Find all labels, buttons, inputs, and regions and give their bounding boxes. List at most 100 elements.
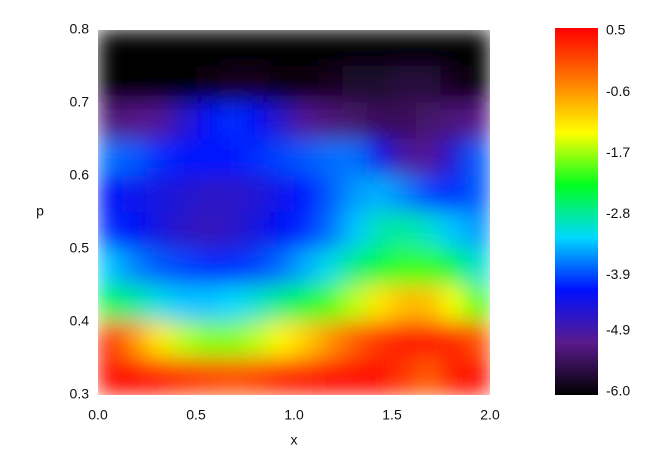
heatmap-cell — [146, 285, 172, 323]
heatmap-cell — [440, 175, 466, 213]
heatmap-cell — [465, 212, 490, 250]
heatmap-cell — [269, 358, 295, 395]
heatmap-cell — [220, 30, 246, 67]
heatmap-cell — [391, 139, 417, 177]
colorbar-tick-label: -2.8 — [606, 205, 630, 221]
heatmap-cell — [171, 358, 197, 395]
heatmap-cell — [367, 321, 393, 359]
heatmap-cell — [195, 66, 221, 104]
heatmap-cell — [244, 175, 270, 213]
heatmap-cell — [342, 321, 368, 359]
x-tick-label: 2.0 — [480, 407, 500, 423]
heatmap-cell — [195, 321, 221, 359]
heatmap-cell — [416, 212, 442, 250]
heatmap-cell — [146, 102, 172, 140]
heatmap-cell — [440, 30, 466, 67]
heatmap-cell — [440, 102, 466, 140]
heatmap-cell — [171, 248, 197, 286]
heatmap-cell — [318, 248, 344, 286]
heatmap-cell — [440, 212, 466, 250]
heatmap-cell — [416, 321, 442, 359]
heatmap-cell — [122, 321, 148, 359]
heatmap-cell — [391, 285, 417, 323]
colorbar-tick-label: -6.0 — [606, 383, 630, 399]
heatmap-cell — [122, 102, 148, 140]
heatmap-cell — [269, 139, 295, 177]
heatmap-cell — [416, 248, 442, 286]
heatmap-cell — [342, 212, 368, 250]
y-tick-label: 0.4 — [70, 313, 90, 329]
heatmap-cell — [195, 285, 221, 323]
heatmap-cell — [342, 66, 368, 104]
heatmap-cell — [318, 139, 344, 177]
colorbar-tick-label: -3.9 — [606, 266, 630, 282]
y-tick-label: 0.3 — [70, 386, 90, 402]
heatmap-cell — [244, 321, 270, 359]
heatmap-cell — [440, 285, 466, 323]
heatmap-cell — [244, 66, 270, 104]
heatmap-cell — [440, 66, 466, 104]
heatmap-cell — [269, 102, 295, 140]
heatmap-cell — [171, 139, 197, 177]
heatmap-cell — [416, 102, 442, 140]
heatmap-cell — [269, 321, 295, 359]
heatmap-cell — [293, 285, 319, 323]
heatmap-cell — [195, 358, 221, 395]
x-tick-label: 1.0 — [284, 407, 304, 423]
heatmap-cell — [269, 248, 295, 286]
y-tick-label: 0.8 — [70, 21, 90, 37]
heatmap-cell — [367, 212, 393, 250]
heatmap-cell — [98, 358, 123, 395]
heatmap-cell — [122, 175, 148, 213]
heatmap-cell — [293, 212, 319, 250]
heatmap-cell — [342, 102, 368, 140]
heatmap-cell — [391, 212, 417, 250]
heatmap-cell — [367, 102, 393, 140]
heatmap-cell — [220, 285, 246, 323]
heatmap-cell — [98, 321, 123, 359]
heatmap-cell — [269, 66, 295, 104]
heatmap-cell — [122, 139, 148, 177]
heatmap-cell — [220, 175, 246, 213]
x-axis-label: x — [291, 432, 298, 448]
heatmap-cell — [293, 139, 319, 177]
heatmap-cell — [98, 248, 123, 286]
heatmap-cell — [367, 66, 393, 104]
heatmap-cell — [98, 212, 123, 250]
heatmap-cell — [391, 248, 417, 286]
heatmap — [98, 30, 490, 395]
heatmap-cell — [391, 358, 417, 395]
heatmap-cell — [171, 321, 197, 359]
heatmap-cell — [465, 285, 490, 323]
heatmap-cell — [98, 139, 123, 177]
heatmap-cell — [244, 102, 270, 140]
heatmap-cell — [465, 30, 490, 67]
heatmap-cell — [416, 358, 442, 395]
heatmap-cell — [122, 30, 148, 67]
heatmap-cell — [220, 248, 246, 286]
heatmap-cell — [465, 175, 490, 213]
heatmap-cell — [342, 248, 368, 286]
heatmap-cell — [195, 212, 221, 250]
heatmap-cell — [293, 102, 319, 140]
heatmap-cell — [440, 139, 466, 177]
heatmap-cell — [416, 285, 442, 323]
x-tick-label: 0.0 — [88, 407, 108, 423]
heatmap-cell — [220, 66, 246, 104]
heatmap-cell — [293, 248, 319, 286]
heatmap-cell — [465, 139, 490, 177]
heatmap-cell — [146, 30, 172, 67]
heatmap-cell — [367, 358, 393, 395]
heatmap-cell — [342, 139, 368, 177]
heatmap-cell — [244, 212, 270, 250]
heatmap-cell — [269, 175, 295, 213]
heatmap-cell — [195, 175, 221, 213]
heatmap-cell — [416, 66, 442, 104]
heatmap-cell — [146, 321, 172, 359]
heatmap-cell — [244, 30, 270, 67]
heatmap-cell — [318, 285, 344, 323]
heatmap-cell — [465, 248, 490, 286]
heatmap-cell — [220, 321, 246, 359]
heatmap-cell — [391, 175, 417, 213]
